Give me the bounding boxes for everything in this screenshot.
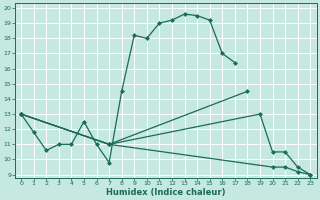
X-axis label: Humidex (Indice chaleur): Humidex (Indice chaleur) xyxy=(106,188,225,197)
